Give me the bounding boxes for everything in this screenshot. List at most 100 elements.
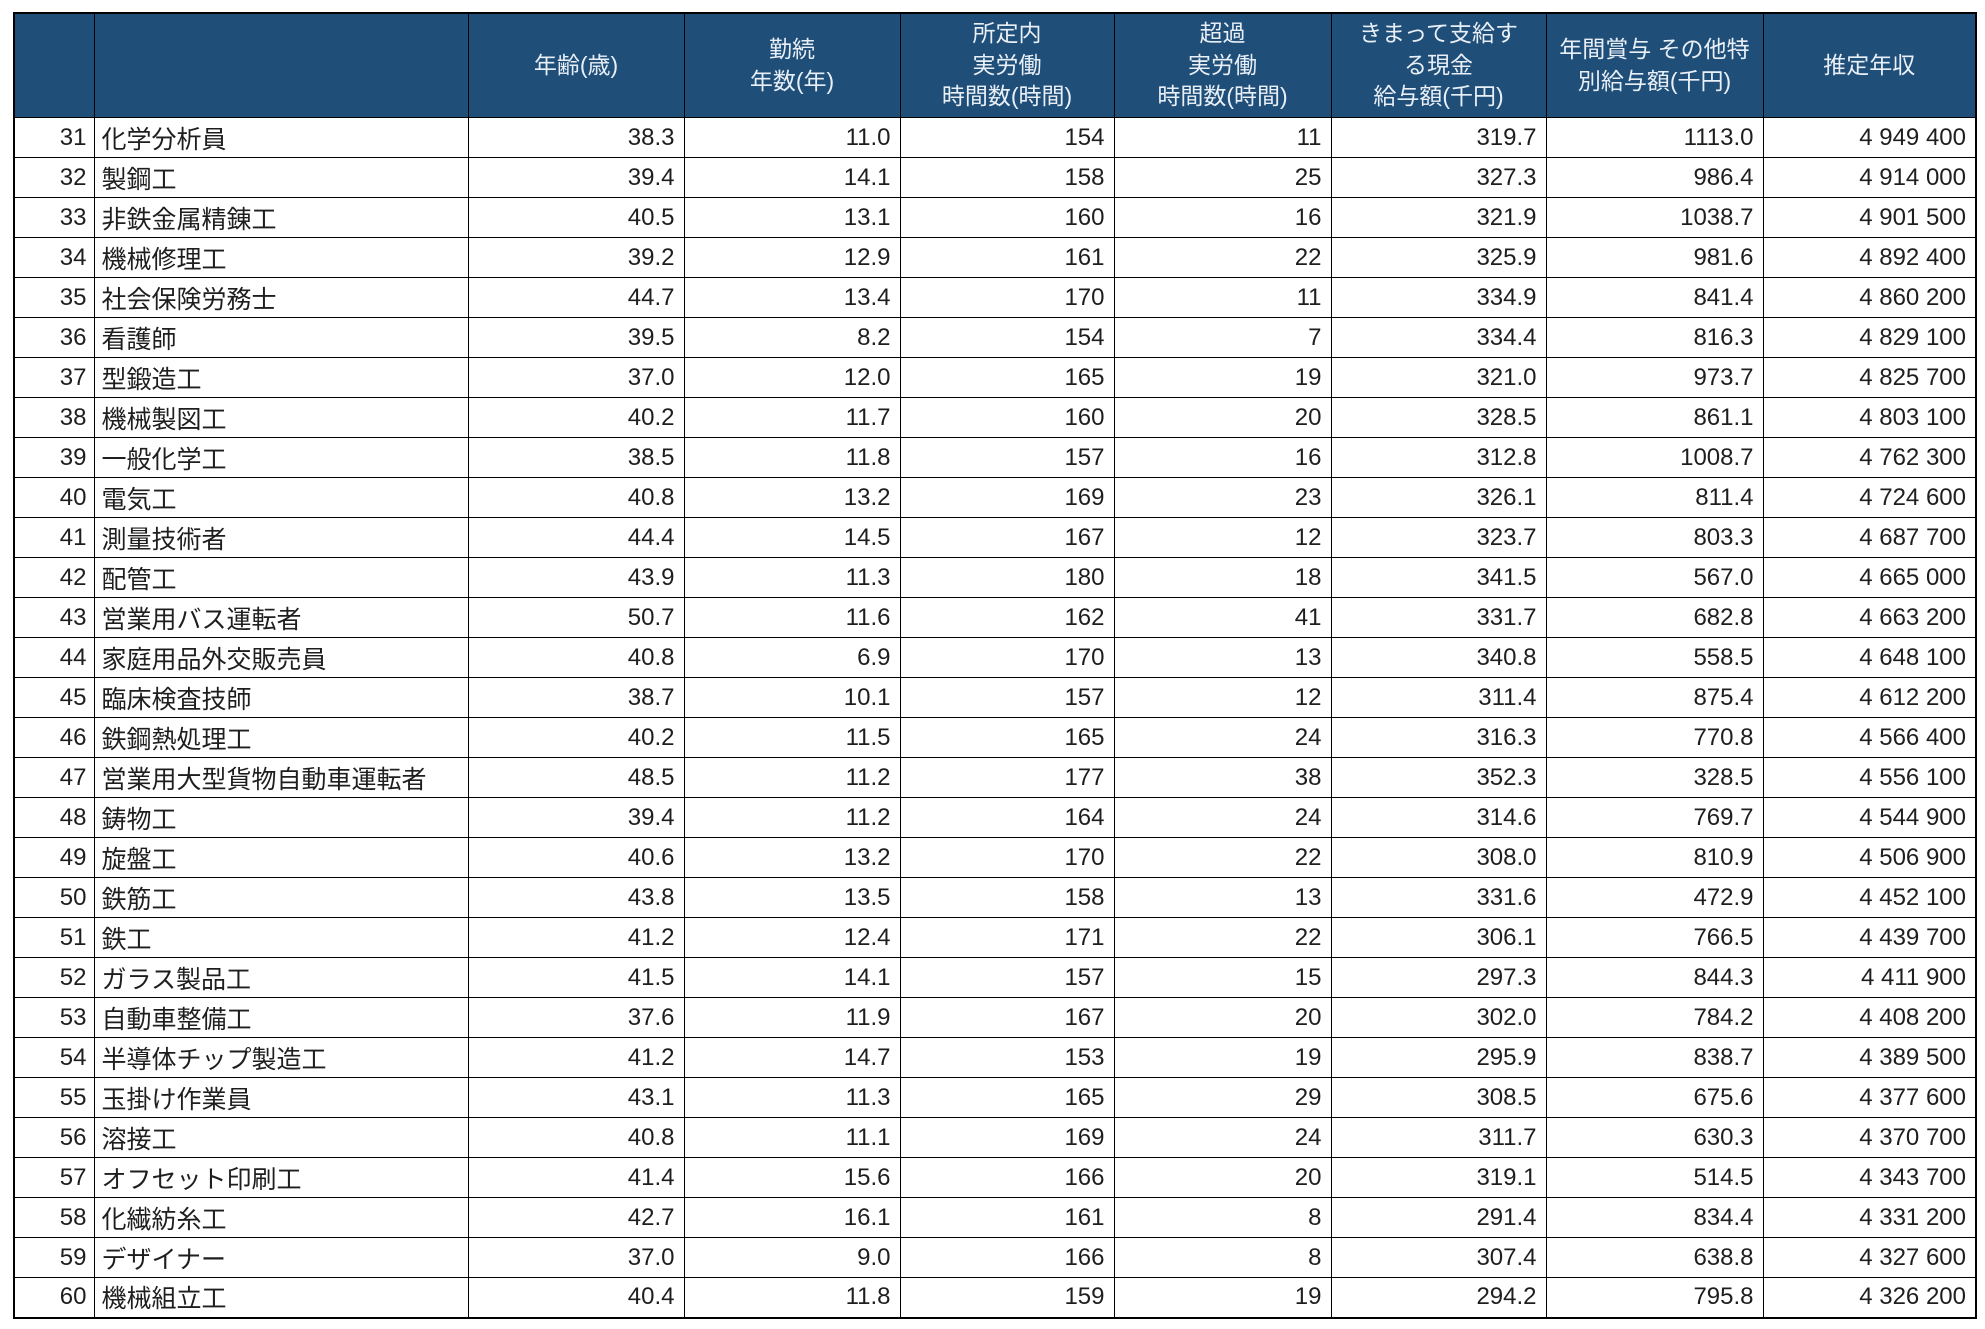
scheduled-hours-cell: 157: [899, 437, 1115, 479]
annual-bonus-cell: 675.6: [1545, 1077, 1764, 1119]
age-cell: 37.6: [467, 997, 685, 1039]
overtime-hours-cell: 12: [1113, 517, 1332, 559]
estimated-annual-income-cell: 4 901 500: [1762, 197, 1977, 239]
annual-bonus-cell: 816.3: [1545, 317, 1764, 359]
rank-cell: 43: [13, 597, 95, 639]
table-row: 34 機械修理工 39.2 12.9 161 22 325.9 981.6 4 892 400: [13, 237, 1977, 279]
occupation-cell: 半導体チップ製造工: [93, 1037, 469, 1079]
monthly-cash-pay-cell: 334.4: [1330, 317, 1547, 359]
rank-cell: 44: [13, 637, 95, 679]
overtime-hours-cell: 13: [1113, 637, 1332, 679]
monthly-cash-pay-cell: 308.5: [1330, 1077, 1547, 1119]
monthly-cash-pay-cell: 316.3: [1330, 717, 1547, 759]
age-cell: 43.9: [467, 557, 685, 599]
monthly-cash-pay-cell: 321.9: [1330, 197, 1547, 239]
overtime-hours-cell: 12: [1113, 677, 1332, 719]
rank-cell: 58: [13, 1197, 95, 1239]
scheduled-hours-cell: 166: [899, 1237, 1115, 1279]
scheduled-hours-cell: 165: [899, 717, 1115, 759]
tenure-years-cell: 14.1: [683, 957, 901, 999]
monthly-cash-pay-cell: 294.2: [1330, 1277, 1547, 1319]
tenure-years-cell: 13.2: [683, 477, 901, 519]
table-row: 37 型鍛造工 37.0 12.0 165 19 321.0 973.7 4 825 700: [13, 357, 1977, 399]
annual-bonus-cell: 861.1: [1545, 397, 1764, 439]
occupation-cell: 旋盤工: [93, 837, 469, 879]
table-row: 32 製鋼工 39.4 14.1 158 25 327.3 986.4 4 914 000: [13, 157, 1977, 199]
overtime-hours-cell: 20: [1113, 997, 1332, 1039]
overtime-hours-cell: 20: [1113, 1157, 1332, 1199]
age-cell: 40.2: [467, 397, 685, 439]
monthly-cash-pay-cell: 311.7: [1330, 1117, 1547, 1159]
monthly-cash-pay-cell: 311.4: [1330, 677, 1547, 719]
scheduled-hours-cell: 177: [899, 757, 1115, 799]
annual-bonus-cell: 981.6: [1545, 237, 1764, 279]
annual-bonus-cell: 844.3: [1545, 957, 1764, 999]
occupation-cell: 非鉄金属精錬工: [93, 197, 469, 239]
age-cell: 40.8: [467, 1117, 685, 1159]
age-cell: 39.4: [467, 797, 685, 839]
occupation-cell: 配管工: [93, 557, 469, 599]
occupation-cell: 機械製図工: [93, 397, 469, 439]
rank-cell: 51: [13, 917, 95, 959]
scheduled-hours-cell: 169: [899, 1117, 1115, 1159]
age-cell: 40.8: [467, 477, 685, 519]
estimated-annual-income-cell: 4 544 900: [1762, 797, 1977, 839]
scheduled-hours-cell: 167: [899, 997, 1115, 1039]
occupation-cell: 化繊紡糸工: [93, 1197, 469, 1239]
rank-cell: 46: [13, 717, 95, 759]
overtime-hours-cell: 16: [1113, 197, 1332, 239]
age-cell: 39.5: [467, 317, 685, 359]
scheduled-hours-cell: 153: [899, 1037, 1115, 1079]
age-cell: 40.5: [467, 197, 685, 239]
table-row: 50 鉄筋工 43.8 13.5 158 13 331.6 472.9 4 452 100: [13, 877, 1977, 919]
annual-bonus-cell: 630.3: [1545, 1117, 1764, 1159]
tenure-years-cell: 11.7: [683, 397, 901, 439]
scheduled-hours-cell: 161: [899, 237, 1115, 279]
monthly-cash-pay-cell: 328.5: [1330, 397, 1547, 439]
table-header: 年齢(歳) 勤続 年数(年) 所定内 実労働 時間数(時間) 超過 実労働 時間…: [13, 12, 1977, 119]
overtime-hours-cell: 29: [1113, 1077, 1332, 1119]
occupation-cell: 鋳物工: [93, 797, 469, 839]
estimated-annual-income-cell: 4 377 600: [1762, 1077, 1977, 1119]
rank-cell: 48: [13, 797, 95, 839]
tenure-years-cell: 16.1: [683, 1197, 901, 1239]
annual-bonus-cell: 558.5: [1545, 637, 1764, 679]
overtime-hours-cell: 22: [1113, 917, 1332, 959]
table-row: 48 鋳物工 39.4 11.2 164 24 314.6 769.7 4 544 900: [13, 797, 1977, 839]
occupation-cell: 臨床検査技師: [93, 677, 469, 719]
tenure-years-cell: 13.4: [683, 277, 901, 319]
monthly-cash-pay-cell: 308.0: [1330, 837, 1547, 879]
table-row: 44 家庭用品外交販売員 40.8 6.9 170 13 340.8 558.5 4 648 1…: [13, 637, 1977, 679]
monthly-cash-pay-cell: 319.7: [1330, 117, 1547, 159]
rank-cell: 40: [13, 477, 95, 519]
estimated-annual-income-cell: 4 687 700: [1762, 517, 1977, 559]
monthly-cash-pay-cell: 314.6: [1330, 797, 1547, 839]
header-age: 年齢(歳): [467, 12, 685, 119]
estimated-annual-income-cell: 4 389 500: [1762, 1037, 1977, 1079]
header-estimated-annual-income: 推定年収: [1762, 12, 1977, 119]
overtime-hours-cell: 19: [1113, 1277, 1332, 1319]
tenure-years-cell: 11.2: [683, 797, 901, 839]
occupation-salary-table: 年齢(歳) 勤続 年数(年) 所定内 実労働 時間数(時間) 超過 実労働 時間…: [13, 12, 1977, 1319]
overtime-hours-cell: 22: [1113, 837, 1332, 879]
age-cell: 37.0: [467, 1237, 685, 1279]
table-row: 43 営業用バス運転者 50.7 11.6 162 41 331.7 682.8 4 663 2…: [13, 597, 1977, 639]
occupation-cell: 溶接工: [93, 1117, 469, 1159]
tenure-years-cell: 9.0: [683, 1237, 901, 1279]
table-row: 36 看護師 39.5 8.2 154 7 334.4 816.3 4 829 100: [13, 317, 1977, 359]
age-cell: 50.7: [467, 597, 685, 639]
overtime-hours-cell: 24: [1113, 1117, 1332, 1159]
occupation-cell: オフセット印刷工: [93, 1157, 469, 1199]
tenure-years-cell: 14.1: [683, 157, 901, 199]
overtime-hours-cell: 8: [1113, 1237, 1332, 1279]
rank-cell: 55: [13, 1077, 95, 1119]
tenure-years-cell: 13.2: [683, 837, 901, 879]
tenure-years-cell: 14.7: [683, 1037, 901, 1079]
scheduled-hours-cell: 154: [899, 117, 1115, 159]
estimated-annual-income-cell: 4 914 000: [1762, 157, 1977, 199]
overtime-hours-cell: 19: [1113, 1037, 1332, 1079]
tenure-years-cell: 11.8: [683, 437, 901, 479]
monthly-cash-pay-cell: 326.1: [1330, 477, 1547, 519]
estimated-annual-income-cell: 4 825 700: [1762, 357, 1977, 399]
